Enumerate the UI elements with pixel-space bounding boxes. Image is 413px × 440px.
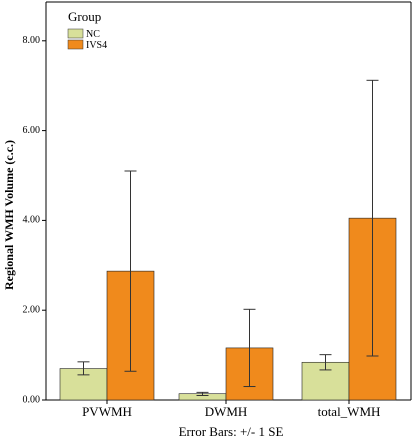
legend-label-nc: NC (86, 29, 100, 40)
x-tick-label: total_WMH (318, 404, 381, 419)
x-tick-label: DWMH (205, 404, 248, 419)
error-bars (77, 79, 379, 397)
y-axis-ticks: 0.00 2.00 4.00 6.00 8.00 (23, 35, 46, 405)
y-axis-label: Regional WMH Volume (c.c.) (2, 140, 16, 290)
y-tick-label: 0.00 (23, 394, 41, 405)
error-bars-caption: Error Bars: +/- 1 SE (179, 424, 284, 439)
y-tick-label: 4.00 (23, 215, 41, 226)
legend-swatch-nc (67, 28, 84, 39)
legend-swatch-ivs4 (67, 39, 84, 50)
legend-label-ivs4: IVS4 (86, 40, 107, 51)
y-tick-label: 8.00 (23, 35, 41, 46)
x-axis-ticks: PVWMH DWMH total_WMH (82, 400, 380, 419)
bars (59, 217, 397, 401)
y-tick-label: 2.00 (23, 304, 41, 315)
legend-title: Group (68, 9, 101, 24)
y-tick-label: 6.00 (23, 125, 41, 136)
x-tick-label: PVWMH (82, 404, 132, 419)
